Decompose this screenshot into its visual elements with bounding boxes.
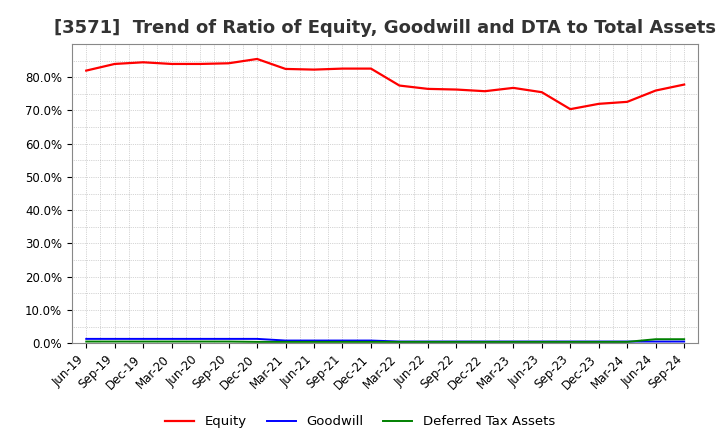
- Line: Goodwill: Goodwill: [86, 339, 684, 341]
- Deferred Tax Assets: [566, 339, 575, 345]
- Equity: [566, 106, 575, 112]
- Goodwill: [196, 336, 204, 341]
- Goodwill: [452, 339, 461, 344]
- Equity: [310, 67, 318, 72]
- Goodwill: [338, 338, 347, 343]
- Deferred Tax Assets: [537, 339, 546, 345]
- Equity: [282, 66, 290, 72]
- Goodwill: [253, 336, 261, 341]
- Equity: [423, 86, 432, 92]
- Deferred Tax Assets: [452, 339, 461, 345]
- Deferred Tax Assets: [595, 339, 603, 345]
- Equity: [509, 85, 518, 91]
- Goodwill: [623, 339, 631, 344]
- Goodwill: [282, 338, 290, 343]
- Goodwill: [225, 336, 233, 341]
- Goodwill: [509, 339, 518, 344]
- Deferred Tax Assets: [366, 339, 375, 345]
- Goodwill: [366, 338, 375, 343]
- Goodwill: [110, 336, 119, 341]
- Equity: [623, 99, 631, 104]
- Line: Equity: Equity: [86, 59, 684, 109]
- Legend: Equity, Goodwill, Deferred Tax Assets: Equity, Goodwill, Deferred Tax Assets: [160, 410, 560, 433]
- Title: [3571]  Trend of Ratio of Equity, Goodwill and DTA to Total Assets: [3571] Trend of Ratio of Equity, Goodwil…: [54, 19, 716, 37]
- Equity: [452, 87, 461, 92]
- Deferred Tax Assets: [139, 339, 148, 344]
- Equity: [595, 101, 603, 106]
- Equity: [196, 61, 204, 66]
- Goodwill: [167, 336, 176, 341]
- Deferred Tax Assets: [310, 339, 318, 345]
- Goodwill: [82, 336, 91, 341]
- Deferred Tax Assets: [253, 339, 261, 345]
- Equity: [680, 82, 688, 87]
- Deferred Tax Assets: [282, 339, 290, 345]
- Goodwill: [395, 339, 404, 344]
- Equity: [480, 88, 489, 94]
- Goodwill: [652, 339, 660, 344]
- Deferred Tax Assets: [509, 339, 518, 345]
- Deferred Tax Assets: [167, 339, 176, 344]
- Goodwill: [680, 339, 688, 344]
- Equity: [395, 83, 404, 88]
- Deferred Tax Assets: [82, 339, 91, 344]
- Equity: [167, 61, 176, 66]
- Goodwill: [310, 338, 318, 343]
- Goodwill: [139, 336, 148, 341]
- Deferred Tax Assets: [623, 339, 631, 345]
- Goodwill: [423, 339, 432, 344]
- Deferred Tax Assets: [395, 339, 404, 345]
- Equity: [82, 68, 91, 73]
- Deferred Tax Assets: [680, 337, 688, 342]
- Deferred Tax Assets: [196, 339, 204, 344]
- Equity: [338, 66, 347, 71]
- Goodwill: [566, 339, 575, 344]
- Equity: [225, 61, 233, 66]
- Equity: [110, 61, 119, 66]
- Deferred Tax Assets: [110, 339, 119, 344]
- Goodwill: [480, 339, 489, 344]
- Deferred Tax Assets: [652, 337, 660, 342]
- Equity: [366, 66, 375, 71]
- Deferred Tax Assets: [480, 339, 489, 345]
- Goodwill: [595, 339, 603, 344]
- Equity: [139, 60, 148, 65]
- Equity: [253, 56, 261, 62]
- Deferred Tax Assets: [225, 339, 233, 344]
- Equity: [652, 88, 660, 93]
- Goodwill: [537, 339, 546, 344]
- Line: Deferred Tax Assets: Deferred Tax Assets: [86, 339, 684, 342]
- Deferred Tax Assets: [338, 339, 347, 345]
- Deferred Tax Assets: [423, 339, 432, 345]
- Equity: [537, 90, 546, 95]
